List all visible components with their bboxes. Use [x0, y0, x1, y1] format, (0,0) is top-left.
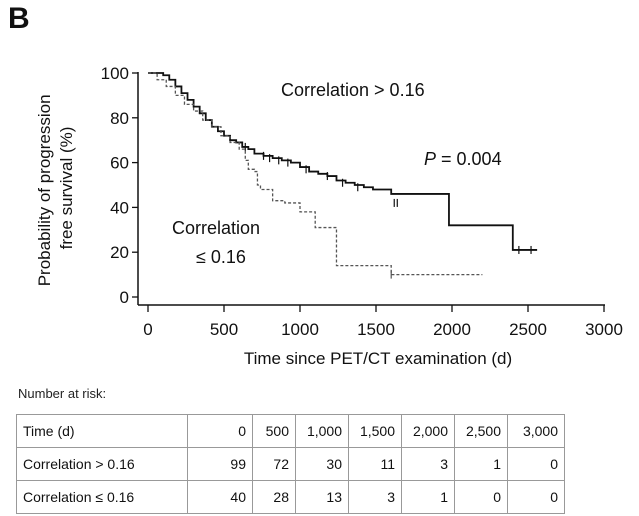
y-tick-label: 100 — [101, 64, 129, 83]
risk-cell: 13 — [295, 480, 349, 514]
x-tick-label: 3000 — [585, 320, 623, 339]
y-tick-label: 40 — [110, 198, 129, 217]
risk-table-row: Correlation ≤ 0.16 40 28 13 3 1 0 0 — [16, 480, 565, 514]
axes — [137, 72, 605, 306]
risk-cell: 1 — [454, 447, 508, 481]
p-symbol: P — [424, 149, 436, 169]
risk-header-cell: 500 — [252, 414, 296, 448]
x-tick-label: 2000 — [433, 320, 471, 339]
x-axis-label: Time since PET/CT examination (d) — [244, 349, 512, 368]
risk-header-cell: 1,000 — [295, 414, 349, 448]
risk-header-cell: 3,000 — [507, 414, 565, 448]
x-tick-label: 1000 — [281, 320, 319, 339]
x-tick-label: 2500 — [509, 320, 547, 339]
curves — [148, 72, 538, 279]
annotation-low-line-2: ≤ 0.16 — [196, 247, 246, 267]
panel-label: B — [8, 2, 30, 35]
risk-cell: 3 — [348, 480, 402, 514]
y-axis-label-line-1: Probability of progression — [35, 94, 54, 286]
risk-cell: 0 — [454, 480, 508, 514]
y-axis-label: Probability of progression free survival… — [35, 90, 76, 287]
risk-cell: 30 — [295, 447, 349, 481]
y-tick-label: 80 — [110, 109, 129, 128]
x-tick-label: 0 — [143, 320, 152, 339]
x-tick-label: 500 — [210, 320, 238, 339]
km-chart: 0 500 1000 1500 2000 2500 3000 0 20 40 60 80 100 Pro… — [35, 64, 623, 368]
annotation-high: Correlation > 0.16 — [281, 80, 425, 100]
risk-cell: 28 — [252, 480, 296, 514]
risk-cell: 3 — [401, 447, 455, 481]
x-tick-label: 1500 — [357, 320, 395, 339]
survival-curve-low — [148, 72, 483, 276]
risk-header-cell: 1,500 — [348, 414, 402, 448]
risk-cell: 40 — [187, 480, 253, 514]
risk-cell: 72 — [252, 447, 296, 481]
risk-header-cell: 2,500 — [454, 414, 508, 448]
risk-cell: 11 — [348, 447, 402, 481]
risk-cell: 0 — [507, 447, 565, 481]
risk-cell: 1 — [401, 480, 455, 514]
y-tick-label: 20 — [110, 243, 129, 262]
annotation-low-line-1: Correlation — [172, 218, 260, 238]
y-tick-label: 60 — [110, 154, 129, 173]
risk-table-row: Correlation > 0.16 99 72 30 11 3 1 0 — [16, 447, 565, 481]
annotation-p-value: P = 0.004 — [424, 149, 502, 169]
risk-table-caption: Number at risk: — [18, 386, 107, 401]
p-value: = 0.004 — [436, 149, 502, 169]
y-axis-label-line-2: free survival (%) — [57, 127, 76, 250]
risk-header-cell: 2,000 — [401, 414, 455, 448]
risk-header-label: Time (d) — [16, 414, 188, 448]
risk-header-cell: 0 — [187, 414, 253, 448]
risk-cell: 0 — [507, 480, 565, 514]
risk-table-header-row: Time (d) 0 500 1,000 1,500 2,000 2,500 3… — [16, 414, 565, 448]
ticks: 0 500 1000 1500 2000 2500 3000 0 20 40 60 80 100 — [101, 64, 623, 339]
risk-cell: 99 — [187, 447, 253, 481]
y-tick-label: 0 — [120, 288, 129, 307]
risk-table: Time (d) 0 500 1,000 1,500 2,000 2,500 3… — [16, 414, 565, 514]
risk-row-label: Correlation ≤ 0.16 — [16, 480, 188, 514]
risk-row-label: Correlation > 0.16 — [16, 447, 188, 481]
